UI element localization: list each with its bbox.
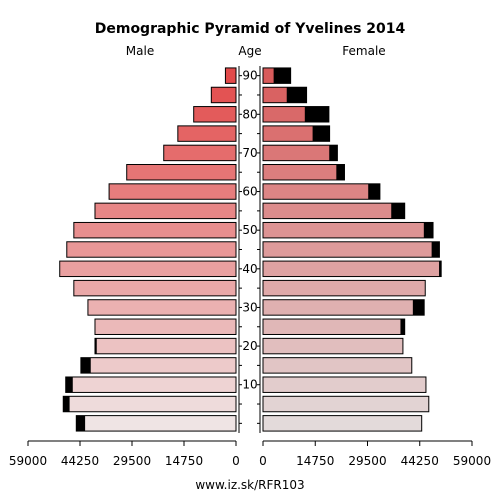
male-value-tick-label: 0	[232, 454, 240, 468]
male-excess-0-4	[76, 415, 86, 432]
female-excess-55-59	[391, 203, 405, 219]
male-excess-5-9	[63, 396, 70, 412]
female-bar-20-24	[262, 337, 404, 355]
male-bar-50-54	[73, 221, 237, 239]
female-value-tick-label: 14750	[296, 454, 334, 468]
male-bar-5-9	[62, 395, 237, 413]
male-value-tick-label: 44250	[61, 454, 99, 468]
value-axes: 59000 44250 29500 14750 0 0 14750 29500 44250 590…	[9, 440, 491, 468]
female-value-tick-label: 44250	[401, 454, 439, 468]
female-excess-25-29	[400, 319, 405, 335]
male-bar-65-69	[126, 164, 237, 181]
male-bars	[59, 67, 237, 432]
male-bar-55-59	[94, 202, 237, 220]
age-tick-label: 40	[242, 262, 257, 276]
female-bar-10-14	[262, 376, 427, 393]
age-label: Age	[238, 44, 261, 58]
female-excess-90+	[273, 67, 291, 84]
female-bars	[262, 67, 442, 432]
male-bar-90+	[224, 67, 237, 84]
age-tick-label: 90	[242, 69, 257, 83]
female-value-tick-label: 59000	[453, 454, 491, 468]
female-bar-65-69	[262, 164, 345, 181]
male-excess-20-24	[94, 338, 97, 354]
female-excess-40-44	[439, 261, 442, 277]
female-bar-40-44	[262, 260, 442, 278]
male-value-tick-label: 29500	[113, 454, 151, 468]
female-excess-60-64	[368, 183, 380, 200]
age-tick-label: 30	[242, 300, 257, 314]
female-excess-80-84	[304, 106, 329, 123]
male-bar-40-44	[59, 260, 237, 278]
chart-title: Demographic Pyramid of Yvelines 2014	[95, 21, 406, 37]
female-bar-50-54	[262, 221, 434, 239]
age-tick-label: 20	[242, 339, 257, 353]
age-tick-label: 50	[242, 223, 257, 237]
female-excess-50-54	[423, 222, 434, 238]
male-excess-15-19	[80, 357, 91, 374]
male-bar-45-49	[66, 241, 237, 258]
female-value-tick-label: 29500	[348, 454, 386, 468]
male-bar-10-14	[65, 376, 237, 393]
female-bar-25-29	[262, 318, 406, 335]
female-value-tick-label: 0	[259, 454, 267, 468]
female-bar-15-19	[262, 357, 413, 374]
female-label: Female	[342, 44, 385, 58]
male-bar-0-4	[75, 415, 237, 432]
male-bar-80-84	[193, 106, 237, 123]
age-tick-label: 70	[242, 146, 257, 160]
female-bar-60-64	[262, 183, 381, 200]
male-bar-30-34	[87, 299, 237, 316]
male-bar-15-19	[80, 357, 237, 374]
age-axis: 10 20 30 40 50 60 70 80 90	[238, 66, 261, 433]
male-bar-60-64	[108, 183, 237, 200]
female-excess-70-74	[329, 145, 338, 161]
source-footer: www.iz.sk/RFR103	[195, 478, 304, 492]
male-bar-75-79	[177, 125, 237, 142]
female-bar-0-4	[262, 415, 423, 432]
female-bar-55-59	[262, 202, 406, 220]
age-tick-label: 80	[242, 107, 257, 121]
male-bar-20-24	[94, 337, 237, 355]
female-excess-65-69	[336, 164, 345, 180]
female-excess-85-89	[286, 87, 307, 103]
female-bar-45-49	[262, 241, 440, 258]
female-bar-70-74	[262, 144, 338, 162]
female-excess-75-79	[312, 125, 330, 142]
male-bar-85-89	[210, 86, 237, 104]
male-label: Male	[126, 44, 154, 58]
male-excess-10-14	[65, 376, 73, 393]
female-bar-35-39	[262, 279, 426, 297]
male-bar-25-29	[94, 318, 237, 335]
female-excess-45-49	[431, 241, 440, 258]
age-tick-label: 10	[242, 378, 257, 392]
male-bar-35-39	[73, 279, 237, 297]
female-bar-5-9	[262, 395, 430, 413]
male-value-tick-label: 59000	[9, 454, 47, 468]
male-value-tick-label: 14750	[165, 454, 203, 468]
male-bar-70-74	[163, 144, 237, 162]
female-excess-30-34	[412, 299, 425, 316]
age-tick-label: 60	[242, 185, 257, 199]
female-bar-30-34	[262, 299, 425, 316]
